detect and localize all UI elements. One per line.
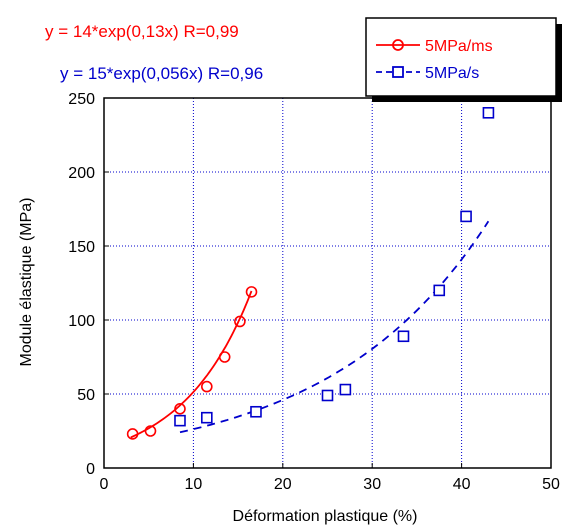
legend-box — [365, 17, 557, 97]
x-axis-ticks: 0 10 20 30 40 50 — [100, 463, 560, 493]
grid — [104, 98, 551, 468]
legend-circle-marker — [392, 39, 404, 51]
y-tick-label: 200 — [68, 165, 95, 182]
data-point-circle — [201, 380, 213, 393]
x-tick-label: 0 — [100, 476, 109, 493]
data-point-circle — [174, 402, 186, 415]
plot-frame — [103, 97, 552, 469]
data-point-square — [339, 383, 352, 396]
data-point-square — [433, 284, 446, 297]
data-point-square — [321, 389, 334, 402]
x-tick-label: 20 — [274, 476, 292, 493]
data-point-circle — [245, 286, 258, 298]
x-tick-label: 50 — [542, 476, 560, 493]
x-tick-label: 30 — [363, 476, 381, 493]
fit-curve-blue — [179, 220, 490, 434]
data-point-circle — [144, 425, 157, 437]
y-tick-label: 50 — [77, 387, 95, 404]
data-point-square — [174, 414, 186, 427]
x-tick-label: 40 — [453, 476, 471, 493]
data-point-circle — [234, 315, 246, 328]
data-point-circle — [126, 428, 139, 440]
legend: 5MPa/ms 5MPa/s — [365, 17, 562, 102]
data-point-square — [250, 405, 262, 418]
fit-equation-blue: y = 15*exp(0,056x) R=0,96 — [60, 64, 263, 83]
fit-curves — [130, 220, 490, 439]
data-point-circle — [218, 351, 231, 363]
y-axis-ticks: 0 50 100 150 200 250 — [68, 91, 109, 478]
x-axis-label: Déformation plastique (%) — [233, 508, 418, 525]
y-tick-label: 250 — [68, 91, 95, 108]
legend-label-red: 5MPa/ms — [425, 38, 493, 55]
data-point-square — [397, 330, 410, 343]
legend-label-blue: 5MPa/s — [425, 65, 479, 82]
y-axis-label: Module élastique (MPa) — [18, 198, 35, 367]
legend-square-marker — [392, 66, 404, 78]
x-tick-label: 10 — [185, 476, 203, 493]
y-tick-label: 150 — [68, 239, 95, 256]
y-tick-label: 0 — [86, 461, 95, 478]
data-points — [126, 107, 495, 440]
fit-equation-red: y = 14*exp(0,13x) R=0,99 — [45, 22, 239, 41]
data-point-square — [201, 411, 213, 424]
y-tick-label: 100 — [68, 313, 95, 330]
data-point-square — [460, 210, 472, 223]
fit-curve-red — [130, 290, 253, 439]
data-point-square — [482, 107, 495, 119]
